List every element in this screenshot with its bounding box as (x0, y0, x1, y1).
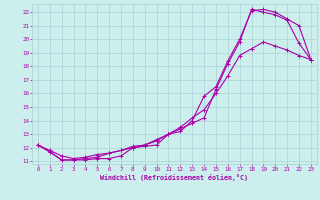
X-axis label: Windchill (Refroidissement éolien,°C): Windchill (Refroidissement éolien,°C) (100, 174, 248, 181)
